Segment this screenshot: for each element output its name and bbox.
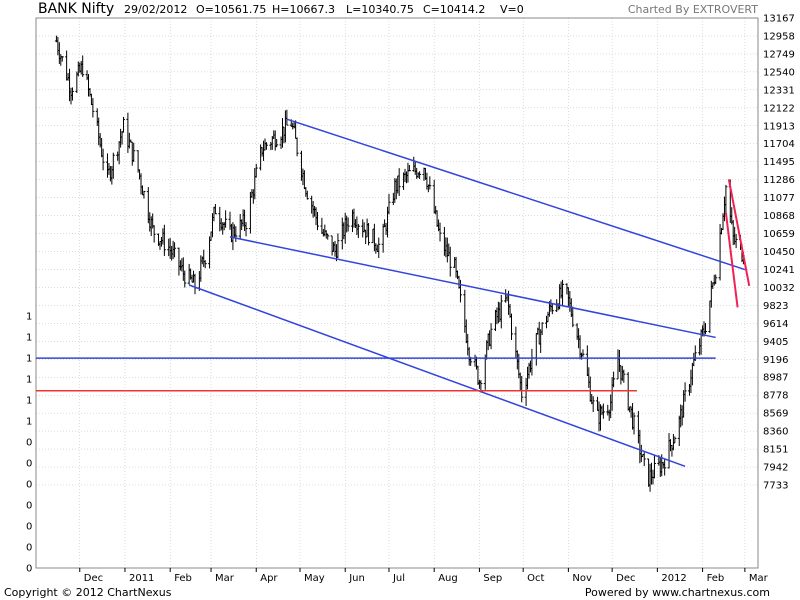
left-tick-label: 1: [26, 312, 32, 323]
y-tick-label: 10868: [763, 211, 795, 222]
left-axis: 1 1 1 1 1 1 0 0 0 0 0 0 0: [26, 312, 32, 575]
y-tick-label: 10241: [763, 265, 795, 276]
x-tick-label: Dec: [616, 573, 635, 584]
x-tick-label: Feb: [174, 573, 192, 584]
left-tick-label: 1: [26, 417, 32, 428]
channel-trendline[interactable]: [286, 118, 746, 271]
y-tick-label: 12540: [763, 67, 795, 78]
y-tick-label: 9196: [763, 355, 788, 366]
y-tick-label: 10450: [763, 247, 795, 258]
y-tick-label: 12958: [763, 31, 795, 42]
plot-frame: [35, 17, 759, 569]
chart-credit: Charted By EXTROVERT: [627, 3, 758, 16]
y-tick-label: 12122: [763, 103, 795, 114]
trendlines[interactable]: [36, 118, 751, 468]
y-tick-label: 8778: [763, 391, 788, 402]
chart-header: BANK Nifty 29/02/2012 O=10561.75 H=10667…: [0, 0, 800, 18]
left-tick-label: 0: [26, 501, 32, 512]
y-tick-label: 11704: [763, 139, 795, 150]
left-tick-label: 0: [26, 543, 32, 554]
y-tick-label: 10032: [763, 283, 795, 294]
y-tick-label: 7733: [763, 481, 788, 492]
x-tick-label: Mar: [749, 573, 769, 584]
y-tick-label: 12749: [763, 49, 795, 60]
y-tick-label: 12331: [763, 85, 795, 96]
x-tick-label: Nov: [572, 573, 592, 584]
y-tick-label: 9823: [763, 301, 788, 312]
x-tick-label: May: [304, 573, 325, 584]
wedge-trendline[interactable]: [727, 179, 751, 287]
volume-readout: V=0: [500, 3, 524, 16]
channel-trendline[interactable]: [229, 236, 716, 339]
y-tick-label: 8151: [763, 445, 788, 456]
x-tick-label: Dec: [84, 573, 103, 584]
copyright-text: Copyright © 2012 ChartNexus: [4, 586, 172, 599]
x-tick-label: Oct: [527, 573, 544, 584]
powered-by-text: Powered by www.chartnexus.com: [584, 586, 770, 599]
left-tick-label: 0: [26, 480, 32, 491]
left-tick-label: 0: [26, 564, 32, 575]
y-tick-label: 11495: [763, 157, 795, 168]
y-tick-label: 7942: [763, 463, 788, 474]
close-readout: C=10414.2: [423, 3, 486, 16]
x-tick-label: Apr: [260, 573, 278, 584]
left-tick-label: 0: [26, 459, 32, 470]
y-tick-label: 11077: [763, 193, 795, 204]
left-tick-label: 0: [26, 438, 32, 449]
open-readout: O=10561.75: [196, 3, 267, 16]
y-tick-label: 11913: [763, 121, 795, 132]
y-tick-label: 8360: [763, 427, 788, 438]
x-tick-label: Sep: [483, 573, 502, 584]
left-tick-label: 0: [26, 522, 32, 533]
y-tick-label: 9614: [763, 319, 788, 330]
x-tick-label: Jul: [392, 573, 405, 584]
y-tick-label: 8987: [763, 373, 788, 384]
x-tick-label: Mar: [215, 573, 235, 584]
left-tick-label: 1: [26, 375, 32, 386]
left-tick-label: 1: [26, 354, 32, 365]
y-tick-label: 11286: [763, 175, 795, 186]
left-tick-label: 1: [26, 396, 32, 407]
left-tick-label: 1: [26, 333, 32, 344]
date-readout: 29/02/2012: [124, 3, 188, 16]
symbol-title: BANK Nifty: [38, 1, 115, 17]
y-tick-label: 8569: [763, 409, 788, 420]
wedge-trendline[interactable]: [724, 212, 739, 308]
x-tick-label: Feb: [707, 573, 725, 584]
chart-footer: Copyright © 2012 ChartNexus Powered by w…: [0, 584, 800, 600]
x-tick-label: 2011: [129, 573, 154, 584]
channel-trendline[interactable]: [188, 284, 686, 468]
high-readout: H=10667.3: [272, 3, 335, 16]
y-tick-label: 9405: [763, 337, 788, 348]
y-tick-label: 10659: [763, 229, 795, 240]
x-tick-label: 2012: [661, 573, 686, 584]
y-axis: 13167 12958 12749 12540 12331 12122 11913 11704…: [763, 14, 795, 492]
low-readout: L=10340.75: [346, 3, 414, 16]
x-axis: Dec 2011 Feb Mar Apr May Jun Jul Aug Sep Oct Nov Dec…: [79, 568, 769, 584]
x-tick-label: Jun: [348, 573, 365, 584]
x-tick-label: Aug: [438, 573, 458, 584]
y-tick-label: 13167: [763, 14, 795, 25]
price-series: [54, 35, 745, 492]
